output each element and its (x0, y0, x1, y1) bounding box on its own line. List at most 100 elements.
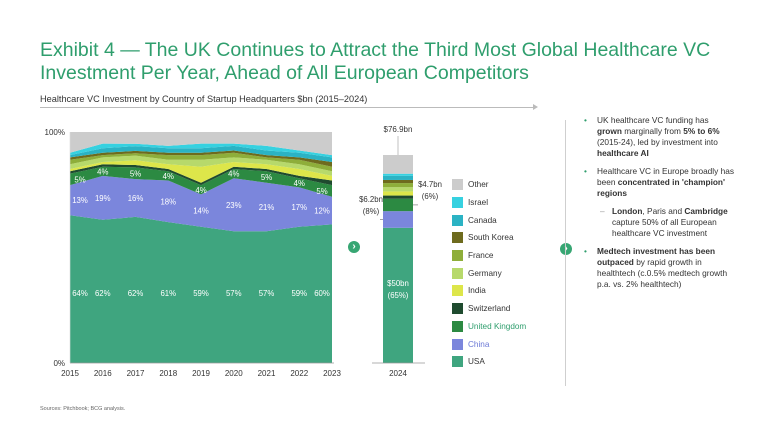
data-label: 12% (314, 207, 330, 216)
chevron-right-icon: › (348, 241, 360, 253)
bar-segment-south-korea (383, 179, 413, 184)
legend-item: South Korea (452, 229, 526, 247)
commentary-sub-bullet: London, Paris and Cambridge capture 50% … (584, 206, 734, 239)
data-label: 14% (193, 207, 209, 216)
chart-legend: Other Israel Canada South Korea France German… (452, 176, 526, 371)
data-label: 13% (72, 196, 88, 205)
data-label: 21% (259, 203, 275, 212)
x-tick-label: 2018 (159, 369, 177, 378)
commentary-bullet: UK healthcare VC funding has grown margi… (584, 115, 734, 159)
bar-segment-canada (383, 175, 413, 180)
y-tick-label: 100% (45, 128, 65, 137)
data-label: 5% (130, 169, 141, 178)
chevron-right-icon: › (560, 243, 572, 255)
data-label: 23% (226, 201, 242, 210)
bar-usa-label: (65%) (388, 291, 409, 300)
bar-china-label: (8%) (363, 207, 380, 216)
source-note: Sources: Pitchbook; BCG analysis. (40, 406, 126, 412)
legend-label: China (468, 339, 490, 349)
title-line-1: Exhibit 4 — The UK Continues to Attract … (40, 39, 711, 61)
legend-swatch (452, 303, 463, 315)
x-tick-label: 2019 (192, 369, 210, 378)
title-line-2: Investment Per Year, Ahead of All Europe… (40, 62, 529, 84)
bar-segment-india (383, 191, 413, 196)
legend-swatch (452, 232, 463, 244)
x-tick-label: 2024 (389, 369, 407, 378)
area-series-south-korea (70, 150, 332, 167)
data-label: 61% (160, 289, 176, 298)
legend-swatch (452, 250, 463, 262)
bar-segment-united-kingdom (383, 198, 413, 212)
bar-segment-china (383, 211, 413, 228)
area-series-china (70, 175, 332, 232)
legend-label: Switzerland (468, 304, 511, 314)
section-divider (565, 120, 566, 386)
legend-swatch (452, 338, 463, 350)
area-series-india (70, 160, 332, 183)
data-label: 16% (128, 194, 144, 203)
legend-label: India (468, 286, 486, 296)
chart-subtitle: Healthcare VC Investment by Country of S… (40, 94, 368, 104)
data-label: 4% (163, 172, 174, 181)
page-title: Exhibit 4 — The UK Continues to Attract … (40, 39, 740, 85)
legend-swatch (452, 267, 463, 279)
data-label: 19% (95, 194, 111, 203)
data-label: 4% (195, 186, 206, 195)
data-label: 57% (259, 289, 275, 298)
x-tick-label: 2022 (290, 369, 308, 378)
legend-item: USA (452, 353, 526, 371)
commentary-bullet: Medtech investment has been outpaced by … (584, 246, 734, 290)
bar-usa-label: $50bn (387, 279, 409, 288)
legend-label: Other (468, 180, 489, 190)
x-tick-label: 2015 (61, 369, 79, 378)
legend-label: United Kingdom (468, 321, 527, 331)
bar-total-label: $76.9bn (384, 125, 413, 134)
area-series-israel (70, 143, 332, 158)
area-series-canada (70, 145, 332, 162)
bar-uk-label: $4.7bn (418, 180, 442, 189)
area-series-switzerland (70, 164, 332, 186)
legend-label: Israel (468, 198, 489, 208)
legend-label: France (468, 251, 494, 261)
bar-segment-usa (383, 227, 413, 363)
legend-item: Canada (452, 211, 526, 229)
x-tick-label: 2017 (127, 369, 145, 378)
bar-china-label: $6.2bn (359, 195, 383, 204)
data-label: 5% (316, 187, 327, 196)
area-series-other (70, 132, 332, 156)
legend-swatch (452, 179, 463, 191)
legend-item: Germany (452, 264, 526, 282)
legend-label: Germany (468, 268, 502, 278)
legend-item: France (452, 247, 526, 265)
x-tick-label: 2023 (323, 369, 341, 378)
area-series-usa (70, 215, 332, 363)
data-label: 62% (95, 289, 111, 298)
subtitle-rule-arrow (533, 104, 538, 110)
area-series-united-kingdom (70, 166, 332, 197)
data-label: 4% (228, 170, 239, 179)
bar-segment-france (383, 183, 413, 188)
data-label: 17% (291, 203, 307, 212)
data-label: 57% (226, 289, 242, 298)
area-series-france (70, 152, 332, 172)
legend-item: Other (452, 176, 526, 194)
commentary-bullet: Healthcare VC in Europe broadly has been… (584, 166, 734, 199)
legend-swatch (452, 356, 463, 368)
bar-segment-germany (383, 187, 413, 192)
bar-segment-israel (383, 173, 413, 176)
legend-swatch (452, 285, 463, 297)
bar-segment-other (383, 155, 413, 174)
legend-label: South Korea (468, 233, 514, 243)
data-label: 4% (97, 167, 108, 176)
legend-swatch (452, 214, 463, 226)
legend-item: Israel (452, 194, 526, 212)
x-tick-label: 2021 (258, 369, 276, 378)
legend-item: United Kingdom (452, 318, 526, 336)
legend-label: USA (468, 357, 485, 367)
data-label: 5% (74, 175, 85, 184)
data-label: 62% (128, 289, 144, 298)
bar-segment-switzerland (383, 195, 413, 199)
x-tick-label: 2020 (225, 369, 243, 378)
commentary-panel: UK healthcare VC funding has grown margi… (584, 115, 734, 297)
